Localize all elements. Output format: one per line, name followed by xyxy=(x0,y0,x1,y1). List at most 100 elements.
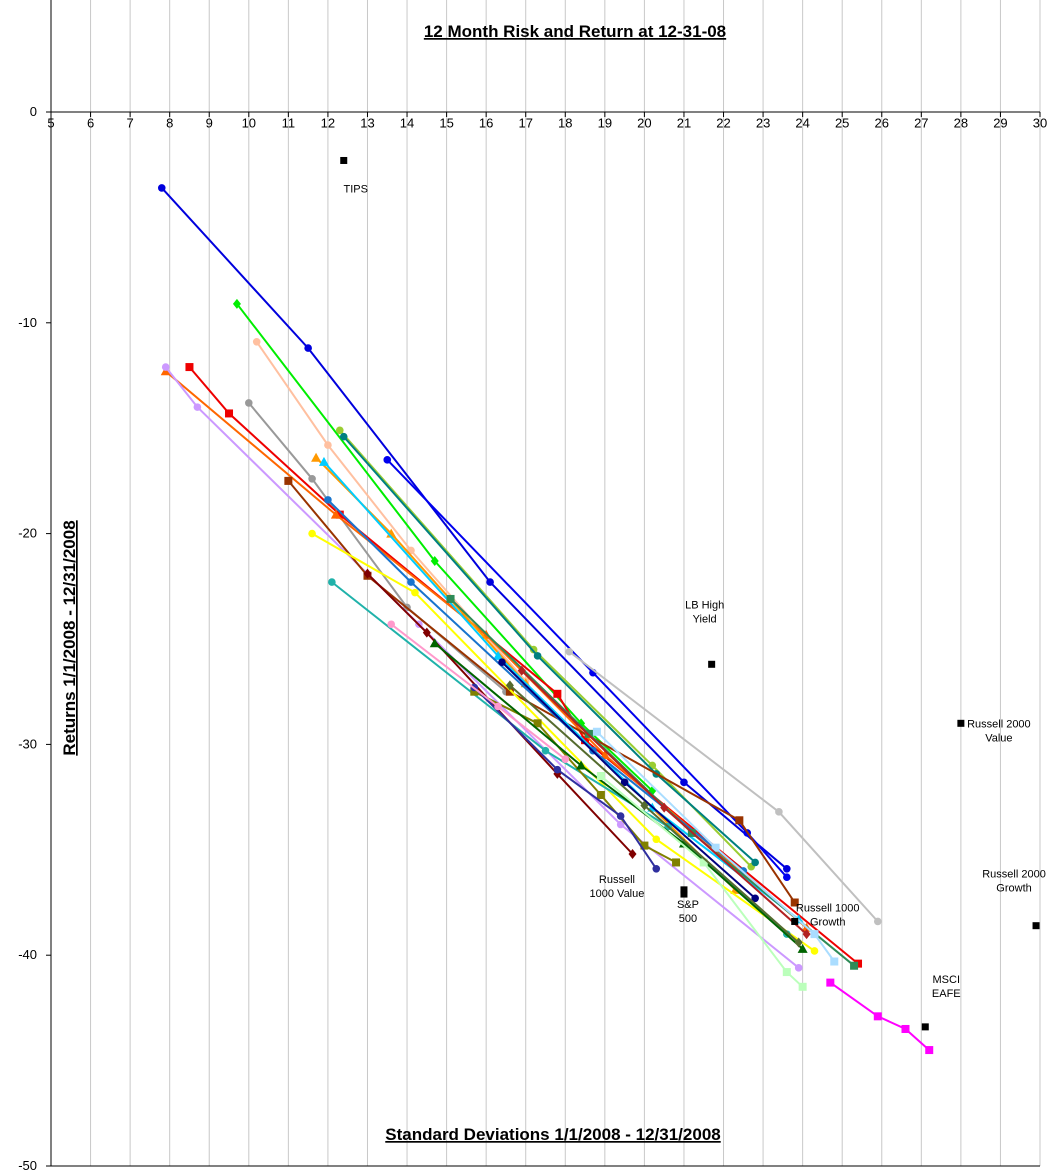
data-point xyxy=(901,1024,910,1033)
series-group xyxy=(157,184,791,873)
x-tick-label: 15 xyxy=(439,115,453,130)
data-point xyxy=(830,957,839,966)
series-group xyxy=(596,772,807,991)
data-point xyxy=(616,820,625,829)
data-point xyxy=(505,687,514,696)
x-tick-label: 20 xyxy=(637,115,651,130)
data-point xyxy=(553,765,562,774)
benchmark-label-line: TIPS xyxy=(344,183,368,195)
benchmark-marker xyxy=(680,886,688,894)
data-point xyxy=(411,588,419,597)
data-point xyxy=(486,578,494,586)
y-tick-label: -20 xyxy=(18,526,37,541)
data-point xyxy=(565,647,574,656)
data-point xyxy=(925,1046,934,1055)
data-point xyxy=(850,961,859,970)
series-line xyxy=(386,459,788,878)
data-point xyxy=(802,929,811,940)
data-point xyxy=(672,858,681,867)
series-group xyxy=(429,638,808,953)
data-point xyxy=(193,403,202,411)
data-point xyxy=(678,838,689,848)
series-layer xyxy=(157,184,934,1055)
data-point xyxy=(470,687,479,696)
series-group xyxy=(826,978,934,1055)
series-line xyxy=(473,686,658,870)
data-point xyxy=(407,578,415,586)
series-line xyxy=(248,402,507,693)
series-group xyxy=(517,665,811,940)
data-point xyxy=(596,790,605,799)
benchmark-label-line: Growth xyxy=(996,883,1031,895)
x-tick-label: 24 xyxy=(795,115,809,130)
data-point xyxy=(328,578,336,586)
data-point xyxy=(596,772,605,781)
x-tick-label: 8 xyxy=(166,115,173,130)
x-tick-label: 11 xyxy=(282,115,296,130)
data-point xyxy=(541,746,550,755)
x-tick-label: 9 xyxy=(206,115,213,130)
benchmark-label-line: Russell 1000 xyxy=(796,902,860,914)
data-point xyxy=(429,638,440,648)
x-tick-label: 23 xyxy=(756,115,770,130)
x-tick-label: 29 xyxy=(993,115,1007,130)
data-point xyxy=(810,947,819,955)
series-line xyxy=(311,532,816,952)
x-tick-label: 28 xyxy=(954,115,968,130)
benchmark-label: Russell 2000 Value xyxy=(967,718,1031,744)
x-tick-label: 26 xyxy=(875,115,889,130)
x-tick-label: 25 xyxy=(835,115,849,130)
data-point xyxy=(339,432,348,441)
data-point xyxy=(628,849,637,860)
x-axis-title: Standard Deviations 1/1/2008 - 12/31/200… xyxy=(385,1125,720,1144)
data-point xyxy=(640,800,649,811)
data-point xyxy=(751,858,759,867)
benchmark-label: MSCI EAFE xyxy=(932,974,961,1000)
benchmark-label: TIPS xyxy=(344,183,368,195)
data-point xyxy=(782,968,791,977)
x-tick-label: 19 xyxy=(598,115,612,130)
data-point xyxy=(735,816,744,825)
series-group xyxy=(498,658,759,903)
data-point xyxy=(561,755,570,763)
chart-title: 12 Month Risk and Return at 12-31-08 xyxy=(424,22,726,41)
data-point xyxy=(790,898,799,907)
series-line xyxy=(342,435,756,864)
series-line xyxy=(596,731,836,963)
y-tick-label: -10 xyxy=(18,315,37,330)
plot-area xyxy=(51,0,1040,1166)
benchmark-label-line: Value xyxy=(985,732,1012,744)
data-point xyxy=(826,978,835,987)
benchmark-label-line: Russell 2000 xyxy=(967,718,1031,730)
benchmark-label-line: EAFE xyxy=(932,988,961,1000)
y-tick-label: -40 xyxy=(18,947,37,962)
series-group xyxy=(387,620,570,763)
data-point xyxy=(711,843,720,852)
x-tick-label: 6 xyxy=(87,115,94,130)
benchmark-label: Russell 1000 Growth xyxy=(796,902,860,928)
y-axis-title: Returns 1/1/2008 - 12/31/2008 xyxy=(60,520,79,755)
data-point xyxy=(585,729,594,738)
data-point xyxy=(553,689,562,698)
benchmark-marker xyxy=(791,917,799,925)
data-point xyxy=(616,812,625,820)
x-tick-label: 10 xyxy=(242,115,256,130)
series-line xyxy=(600,775,804,988)
series-group xyxy=(505,680,803,948)
x-tick-label: 14 xyxy=(400,115,414,130)
series-group xyxy=(308,529,819,955)
benchmark-label: S&P 500 xyxy=(677,899,699,925)
y-tick-label: -30 xyxy=(18,736,37,751)
data-point xyxy=(308,529,316,538)
data-point xyxy=(797,943,808,953)
benchmark-label-line: Growth xyxy=(810,916,845,928)
axes: 5678910111213141516171819202122232425262… xyxy=(18,0,1047,1173)
benchmark-marker xyxy=(957,719,965,727)
data-point xyxy=(245,399,253,407)
x-tick-label: 18 xyxy=(558,115,572,130)
data-point xyxy=(533,719,542,728)
data-point xyxy=(387,620,396,629)
benchmark-label-line: MSCI xyxy=(933,974,961,986)
